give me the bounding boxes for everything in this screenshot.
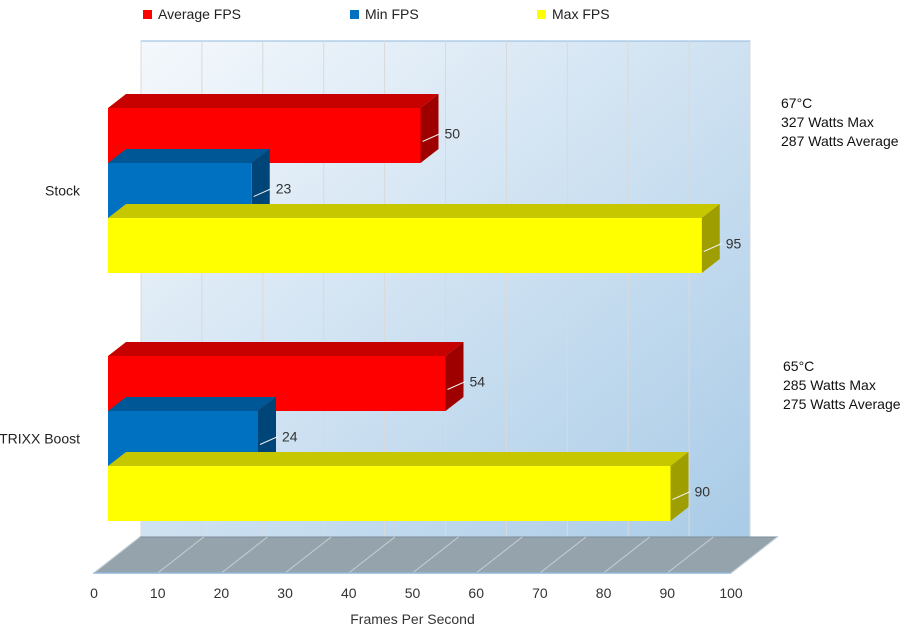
floor-gridline <box>730 536 778 574</box>
bar-side-face <box>420 94 439 163</box>
bar <box>108 452 689 521</box>
bar <box>108 149 270 218</box>
data-label: 50 <box>445 126 461 142</box>
category-label: TRIXX Boost <box>0 431 80 447</box>
bar <box>108 204 720 273</box>
data-label-leader <box>447 381 466 390</box>
data-label: 95 <box>726 236 742 252</box>
bar <box>108 94 439 163</box>
x-tick-label: 50 <box>405 585 421 601</box>
x-tick-label: 30 <box>277 585 293 601</box>
legend-swatch <box>537 9 546 19</box>
x-axis-title: Frames Per Second <box>350 611 475 627</box>
bar-top-face <box>108 94 439 108</box>
annotation-line: 327 Watts Max <box>781 114 874 130</box>
annotation-line: 67°C <box>781 95 813 111</box>
category-label: Stock <box>45 183 81 199</box>
data-label-leader <box>703 243 722 252</box>
legend-label: Average FPS <box>158 6 242 22</box>
plot-floor <box>92 536 779 574</box>
bar-side-face <box>445 342 464 411</box>
bar-top-face <box>108 452 689 466</box>
bar-top-face <box>108 397 276 411</box>
legend-swatch <box>143 9 152 19</box>
x-tick-label: 20 <box>214 585 230 601</box>
floor-gridline <box>603 536 650 574</box>
floor-gridline <box>666 536 714 574</box>
annotation-block: 65°C 285 Watts Max 275 Watts Average <box>783 357 901 414</box>
bar-front-face <box>108 466 671 521</box>
legend-swatch <box>350 9 359 19</box>
labels: 0 10 20 30 40 50 60 70 80 90 100 Frames Per Second S… <box>0 126 743 628</box>
floor-gridline <box>412 536 459 574</box>
annotation-line: 285 Watts Max <box>783 377 876 393</box>
legend-item: Average FPS <box>143 6 241 22</box>
data-label: 90 <box>695 484 711 500</box>
x-tick-label: 100 <box>719 585 743 601</box>
bar-top-face <box>108 149 270 163</box>
floor-gridline <box>539 536 587 574</box>
data-label: 23 <box>276 181 292 197</box>
floor-gridline <box>475 536 523 574</box>
legend-label: Min FPS <box>365 6 419 22</box>
x-tick-label: 90 <box>660 585 676 601</box>
bar-top-face <box>108 204 720 218</box>
x-tick-label: 40 <box>341 585 357 601</box>
x-tick-label: 0 <box>90 585 98 601</box>
data-label-leader <box>259 436 279 445</box>
annotation-block: 67°C 327 Watts Max 287 Watts Average <box>781 94 899 151</box>
annotation-line: 65°C <box>783 358 815 374</box>
x-tick-label: 80 <box>596 585 612 601</box>
data-label-leader <box>672 491 691 500</box>
bar-front-face <box>108 218 702 273</box>
data-label: 24 <box>282 429 298 445</box>
bars <box>108 94 720 521</box>
annotation-line: 287 Watts Average <box>781 133 899 149</box>
data-label-leader <box>253 188 272 197</box>
x-tick-label: 60 <box>468 585 484 601</box>
bar-side-face <box>251 149 270 218</box>
bar-side-face <box>670 452 689 521</box>
annotation-line: 275 Watts Average <box>783 396 901 412</box>
data-label-leader <box>422 133 441 142</box>
bar-side-face <box>258 397 276 466</box>
legend-label: Max FPS <box>552 6 610 22</box>
bar-side-face <box>701 204 720 273</box>
floor-gridline <box>157 536 205 574</box>
bar <box>108 342 464 411</box>
x-tick-label: 70 <box>532 585 548 601</box>
legend-item: Max FPS <box>537 6 610 22</box>
x-tick-label: 10 <box>150 585 166 601</box>
data-label: 54 <box>470 374 486 390</box>
floor-gridline <box>348 536 396 574</box>
floor-gridline <box>93 536 141 574</box>
floor-gridline <box>221 536 268 574</box>
floor-gridline <box>284 536 332 574</box>
legend-item: Min FPS <box>350 6 419 22</box>
bar-top-face <box>108 342 464 356</box>
